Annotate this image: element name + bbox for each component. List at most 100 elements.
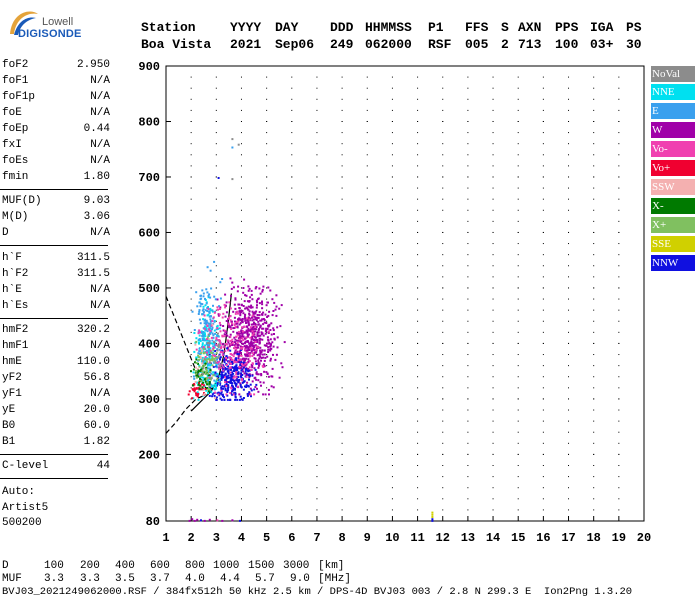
grid-dot: [190, 331, 192, 333]
echo-point: [241, 374, 244, 376]
grid-dot: [341, 398, 343, 400]
grid-dot: [215, 498, 217, 500]
echo-point: [259, 381, 262, 384]
grid-dot: [190, 220, 192, 222]
echo-point: [248, 360, 251, 362]
x-tick-label: 16: [536, 531, 550, 545]
echo-point: [198, 384, 201, 387]
grid-dot: [517, 276, 519, 278]
grid-dot: [593, 132, 595, 134]
echo-point: [224, 381, 226, 384]
echo-point: [231, 360, 234, 363]
echo-point: [237, 143, 240, 146]
grid-dot: [240, 254, 242, 256]
param-row: foF1p N/A: [2, 91, 110, 105]
echo-point: [214, 391, 217, 394]
grid-dot: [618, 143, 620, 145]
echo-point: [221, 278, 224, 280]
echo-point: [236, 373, 239, 376]
echo-point: [251, 314, 254, 317]
param-key: yF2: [2, 372, 22, 384]
grid-dot: [316, 487, 318, 489]
grid-dot: [366, 76, 368, 78]
echo-point: [207, 367, 210, 370]
echo-point: [248, 342, 251, 345]
grid-dot: [341, 98, 343, 100]
y-tick-label: 900: [138, 60, 160, 74]
grid-dot: [593, 431, 595, 433]
param-value: N/A: [90, 155, 110, 167]
echo-point: [246, 307, 249, 310]
echo-point: [192, 397, 195, 400]
echo-point: [214, 361, 217, 364]
grid-dot: [568, 342, 570, 344]
grid-dot: [442, 276, 444, 278]
echo-point: [203, 348, 206, 350]
echo-point: [209, 359, 212, 362]
grid-dot: [291, 387, 293, 389]
echo-point: [226, 380, 228, 383]
echo-point: [254, 341, 257, 343]
echo-point: [254, 322, 257, 325]
echo-point: [248, 355, 251, 358]
echo-point: [209, 369, 212, 372]
grid-dot: [215, 220, 217, 222]
echo-point: [198, 338, 201, 341]
echo-point: [196, 305, 199, 308]
echo-point: [240, 386, 243, 389]
echo-point: [249, 393, 252, 396]
grid-dot: [542, 442, 544, 444]
x-tick-label: 3: [213, 531, 220, 545]
echo-point: [269, 338, 272, 341]
echo-point: [258, 302, 261, 305]
echo-point: [208, 340, 211, 342]
echo-point: [216, 335, 219, 337]
echo-point: [218, 348, 221, 351]
echo-point: [268, 393, 270, 396]
echo-point: [234, 360, 236, 363]
echo-point: [204, 348, 207, 350]
grid-dot: [618, 509, 620, 511]
echo-point: [228, 376, 231, 379]
echo-point: [214, 350, 217, 352]
echo-point: [216, 332, 219, 335]
grid-dot: [517, 387, 519, 389]
echo-point: [212, 371, 215, 374]
echo-point: [224, 368, 227, 371]
header-value-ps: 30: [626, 37, 642, 52]
grid-dot: [165, 453, 167, 455]
echo-point: [231, 376, 234, 379]
echo-point: [245, 386, 248, 388]
grid-dot: [190, 98, 192, 100]
grid-dot: [542, 398, 544, 400]
param-key: yE: [2, 404, 16, 416]
grid-dot: [568, 220, 570, 222]
grid-dot: [165, 120, 167, 122]
echo-point: [208, 353, 211, 356]
echo-point: [240, 304, 243, 307]
echo-point: [266, 328, 269, 330]
grid-dot: [593, 187, 595, 189]
echo-point: [249, 387, 252, 390]
echo-point: [266, 372, 269, 375]
echo-point: [195, 366, 197, 369]
grid-dot: [266, 465, 268, 467]
echo-point: [276, 326, 279, 329]
echo-point: [202, 381, 205, 384]
grid-dot: [291, 453, 293, 455]
echo-point: [229, 277, 232, 280]
grid-dot: [542, 476, 544, 478]
grid-dot: [266, 442, 268, 444]
param-key: foF1: [2, 75, 29, 87]
grid-dot: [593, 254, 595, 256]
echo-point: [255, 362, 258, 365]
echo-point: [203, 360, 206, 363]
grid-dot: [190, 187, 192, 189]
grid-dot: [266, 498, 268, 500]
grid-dot: [341, 365, 343, 367]
echo-point: [216, 372, 219, 375]
echo-point: [207, 344, 209, 347]
echo-point: [244, 346, 247, 349]
grid-dot: [593, 276, 595, 278]
grid-dot: [291, 176, 293, 178]
